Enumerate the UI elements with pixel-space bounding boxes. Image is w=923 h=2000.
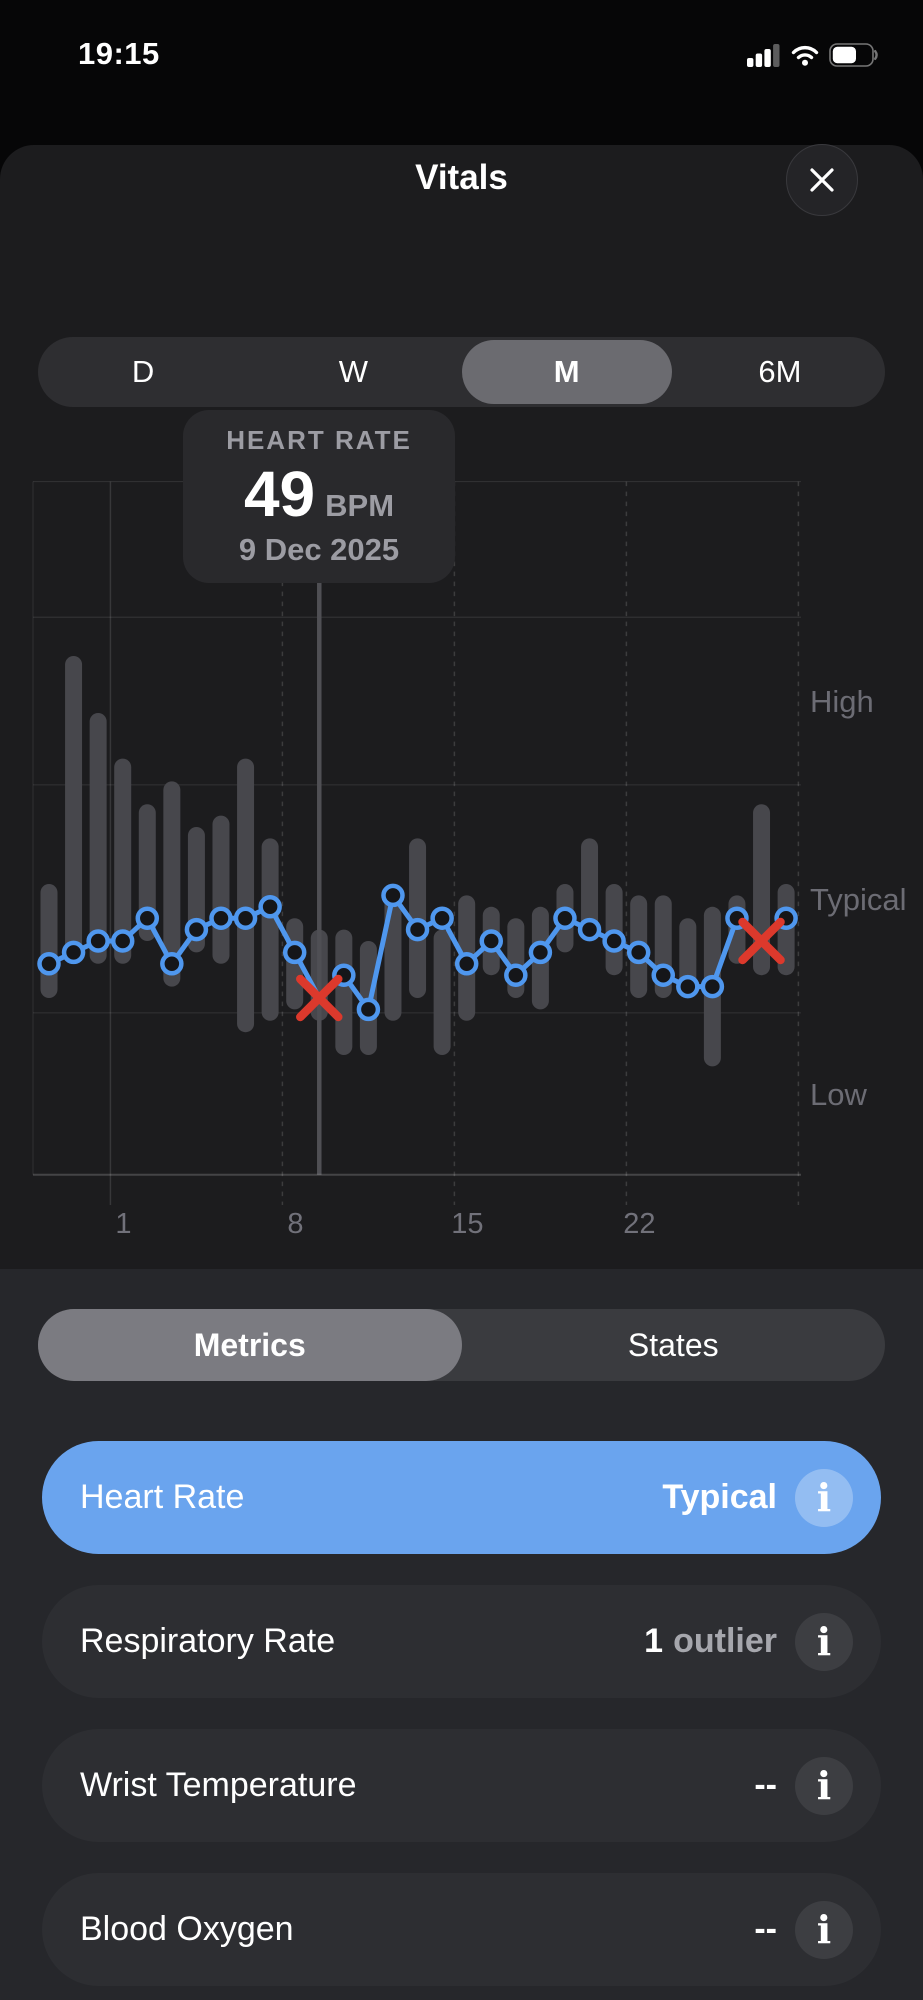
metric-value: -- bbox=[754, 1910, 777, 1948]
info-button[interactable]: i bbox=[795, 1468, 853, 1527]
data-point[interactable] bbox=[577, 917, 602, 942]
hr-range-bar bbox=[237, 758, 255, 1033]
info-button[interactable]: i bbox=[795, 1612, 853, 1671]
metric-value: 1 outlier bbox=[644, 1622, 777, 1660]
data-point[interactable] bbox=[233, 906, 258, 930]
tooltip-metric-label: HEART RATE bbox=[226, 425, 412, 455]
metric-label: Blood Oxygen bbox=[80, 1910, 294, 1948]
tooltip-date: 9 Dec 2025 bbox=[238, 532, 400, 567]
wifi-icon bbox=[791, 45, 819, 66]
data-point[interactable] bbox=[61, 940, 86, 965]
hr-range-bar bbox=[261, 838, 279, 1021]
metric-value: Typical bbox=[662, 1478, 777, 1516]
hr-range-bar bbox=[335, 929, 353, 1055]
data-point[interactable] bbox=[86, 929, 110, 953]
hr-range-bar bbox=[581, 838, 599, 930]
data-point[interactable] bbox=[430, 906, 454, 930]
data-point[interactable] bbox=[479, 929, 504, 953]
metric-row-wrist-temperature[interactable]: Wrist Temperature -- i bbox=[42, 1729, 881, 1842]
x-tick-label: 1 bbox=[115, 1208, 131, 1240]
close-button[interactable] bbox=[786, 144, 858, 216]
chart-tooltip: HEART RATE 49 BPM 9 Dec 2025 bbox=[183, 410, 455, 583]
data-point[interactable] bbox=[405, 917, 430, 942]
close-icon bbox=[810, 168, 834, 192]
metric-value: -- bbox=[754, 1766, 777, 1804]
x-tick-label: 8 bbox=[287, 1208, 303, 1240]
range-selector-option-w[interactable]: W bbox=[338, 354, 368, 389]
data-point[interactable] bbox=[258, 895, 282, 919]
status-icons bbox=[747, 42, 879, 68]
metric-label: Heart Rate bbox=[80, 1478, 245, 1516]
data-point[interactable] bbox=[37, 952, 61, 976]
outlier-x-marker[interactable] bbox=[738, 917, 785, 965]
data-point[interactable] bbox=[356, 997, 381, 1022]
metric-row-respiratory-rate[interactable]: Respiratory Rate 1 outlier i bbox=[42, 1585, 881, 1698]
time-range-selector: D W M 6M bbox=[38, 337, 885, 407]
x-tick-label: 22 bbox=[623, 1208, 655, 1240]
data-point[interactable] bbox=[184, 917, 209, 942]
metric-label: Wrist Temperature bbox=[80, 1766, 357, 1804]
hr-range-bar bbox=[114, 758, 132, 964]
info-icon: i bbox=[816, 1618, 832, 1664]
info-icon: i bbox=[816, 1474, 832, 1520]
data-point[interactable] bbox=[651, 963, 675, 987]
page-title: Vitals bbox=[415, 158, 508, 197]
outlier-x-marker[interactable] bbox=[296, 974, 343, 1022]
hr-range-bar bbox=[40, 884, 58, 998]
info-icon: i bbox=[816, 1762, 832, 1808]
data-point[interactable] bbox=[282, 940, 307, 965]
tabs-option-metrics[interactable]: Metrics bbox=[38, 1309, 462, 1381]
hr-range-bar bbox=[138, 804, 156, 941]
data-point[interactable] bbox=[553, 906, 577, 930]
range-selector-option-6m[interactable]: 6M bbox=[758, 354, 802, 389]
tooltip-value: 49 BPM bbox=[244, 462, 394, 526]
zone-label-typical: Typical bbox=[810, 882, 906, 917]
hr-range-bar bbox=[89, 713, 107, 964]
hr-range-bar bbox=[433, 929, 451, 1055]
data-point[interactable] bbox=[160, 952, 184, 976]
status-time: 19:15 bbox=[78, 36, 160, 71]
tabs-option-states[interactable]: States bbox=[627, 1326, 719, 1363]
metric-list: Heart Rate Typical i Respiratory Rate 1 outli… bbox=[42, 1441, 881, 2000]
info-icon: i bbox=[816, 1906, 832, 1952]
data-point[interactable] bbox=[454, 952, 479, 976]
hr-range-bar bbox=[65, 656, 83, 964]
data-point[interactable] bbox=[110, 929, 135, 953]
tooltip-unit: BPM bbox=[325, 488, 395, 523]
tooltip-number: 49 bbox=[243, 458, 316, 530]
data-point[interactable] bbox=[504, 963, 528, 987]
battery-icon bbox=[829, 43, 878, 67]
range-selector-option-d[interactable]: D bbox=[131, 354, 155, 389]
zone-label-low: Low bbox=[810, 1077, 867, 1112]
data-point[interactable] bbox=[528, 940, 553, 965]
data-point[interactable] bbox=[135, 906, 160, 930]
info-button[interactable]: i bbox=[795, 1756, 853, 1815]
cellular-signal-icon bbox=[747, 44, 780, 67]
data-point[interactable] bbox=[381, 883, 405, 908]
metrics-states-tabs: Metrics States bbox=[38, 1309, 885, 1381]
data-point[interactable] bbox=[676, 974, 700, 999]
heart-rate-chart[interactable]: 1 8 15 22 High Typical Low bbox=[0, 400, 923, 1260]
metric-row-heart-rate[interactable]: Heart Rate Typical i bbox=[42, 1441, 881, 1554]
data-point[interactable] bbox=[626, 940, 651, 965]
data-point[interactable] bbox=[602, 929, 626, 953]
data-point[interactable] bbox=[209, 906, 233, 930]
x-tick-label: 15 bbox=[451, 1208, 483, 1240]
metric-label: Respiratory Rate bbox=[80, 1622, 336, 1660]
info-button[interactable]: i bbox=[795, 1900, 853, 1959]
metric-row-blood-oxygen[interactable]: Blood Oxygen -- i bbox=[42, 1873, 881, 1986]
zone-label-high: High bbox=[810, 684, 874, 719]
hr-range-bar bbox=[163, 781, 181, 987]
data-point[interactable] bbox=[700, 974, 725, 999]
hr-range-bar bbox=[212, 815, 230, 964]
range-selector-option-m[interactable]: M bbox=[461, 340, 672, 404]
